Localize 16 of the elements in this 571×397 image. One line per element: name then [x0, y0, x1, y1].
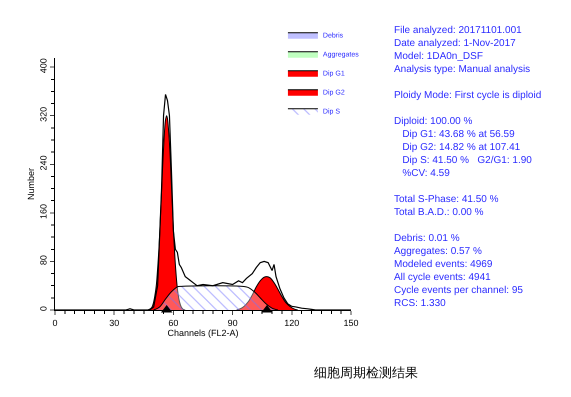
text: 细胞周期检测结果	[314, 365, 418, 380]
text: File analyzed: 20171101.001 Date analyzed: 1-Nov-2017 Model: 1DA0n_DSF Analysis type: Manual analysis Ploidy Mode: First cycle is diploid Diploid: 100.00 % Dip G1: 43.68 % at 56.59 Dip G2: 14.82 % at 107.41 Dip S: 41.50 % G2/G1: 1.90 %CV: 4.59 Total S-Phase: 41.50 % Total B.A.D.: 0.00 % Debris: 0.01 % Aggregates: 0.57 % Modeled events: 4969 All cycle events: 4941 Cycle events per channel: 95 RCS: 1.330	[394, 25, 542, 309]
x-tick-label: 90	[228, 318, 238, 328]
x-tick-label: 150	[343, 318, 359, 328]
y-axis-title: Number	[26, 168, 36, 200]
x-tick-label: 60	[168, 318, 178, 328]
x-tick-label: 30	[109, 318, 120, 328]
y-tick-label: 0	[38, 306, 48, 312]
y-tick-label: 160	[38, 204, 48, 220]
y-tick-label: 320	[38, 106, 48, 122]
y-tick-label: 400	[38, 58, 48, 74]
x-tick-label: 120	[284, 318, 300, 328]
x-tick-label: 0	[52, 318, 58, 328]
x-axis-title: Channels (FL2-A)	[167, 328, 239, 338]
y-tick-label: 80	[38, 255, 48, 266]
y-tick-label: 240	[38, 155, 48, 170]
